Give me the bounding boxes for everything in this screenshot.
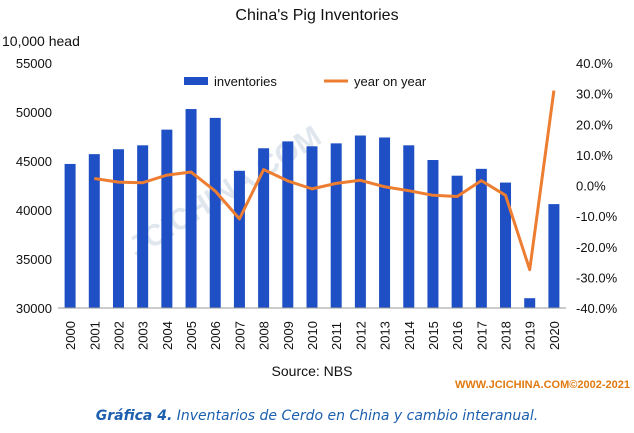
legend-label-year-on-year: year on year bbox=[354, 74, 427, 89]
y-right-tick-label: -20.0% bbox=[576, 240, 618, 255]
bar bbox=[354, 135, 366, 308]
bar bbox=[258, 148, 270, 308]
bar bbox=[88, 154, 100, 308]
watermark: JCICHINA.COM bbox=[123, 120, 327, 265]
caption-prefix: Gráfica 4. bbox=[95, 408, 173, 424]
bar bbox=[500, 182, 512, 308]
x-tick-label: 2001 bbox=[87, 321, 102, 350]
bar bbox=[379, 137, 391, 308]
bar bbox=[548, 204, 560, 308]
y-right-tick-label: -40.0% bbox=[576, 301, 618, 316]
y-right-tick-label: -30.0% bbox=[576, 270, 618, 285]
y-left-tick-label: 55000 bbox=[16, 56, 52, 71]
x-tick-label: 2007 bbox=[232, 321, 247, 350]
chart: JCICHINA.COM China's Pig Inventories 10,00… bbox=[2, 7, 630, 391]
credit-text: WWW.JCICHINA.COM©2002-2021 bbox=[455, 379, 630, 391]
x-axis-label: Source: NBS bbox=[272, 363, 353, 379]
x-tick-label: 2014 bbox=[402, 321, 417, 350]
y-left-tick-label: 30000 bbox=[16, 301, 52, 316]
bar bbox=[427, 160, 439, 308]
chart-title: China's Pig Inventories bbox=[235, 7, 398, 24]
x-tick-label: 2006 bbox=[208, 321, 223, 350]
bar bbox=[475, 168, 487, 308]
x-tick-label: 2018 bbox=[499, 321, 514, 350]
x-tick-label: 2016 bbox=[450, 321, 465, 350]
series-line-year-on-year bbox=[94, 90, 556, 272]
bar bbox=[64, 163, 76, 308]
bar bbox=[233, 170, 245, 308]
y-right-tick-label: 0.0% bbox=[576, 179, 606, 194]
bar bbox=[282, 141, 294, 308]
bar bbox=[403, 145, 415, 308]
left-axis-unit: 10,000 head bbox=[2, 33, 80, 49]
bar bbox=[185, 109, 197, 308]
bar bbox=[524, 298, 536, 308]
x-tick-label: 2010 bbox=[305, 321, 320, 350]
x-tick-label: 2005 bbox=[184, 321, 199, 350]
x-tick-label: 2020 bbox=[547, 321, 562, 350]
x-tick-label: 2003 bbox=[136, 321, 151, 350]
bar bbox=[209, 117, 221, 308]
bar bbox=[451, 175, 463, 308]
y-right-tick-label: -10.0% bbox=[576, 209, 618, 224]
bar bbox=[330, 143, 342, 308]
x-tick-label: 2015 bbox=[426, 321, 441, 350]
y-left-tick-label: 45000 bbox=[16, 154, 52, 169]
chart-svg: JCICHINA.COM China's Pig Inventories 10,00… bbox=[2, 7, 630, 391]
x-tick-label: 2011 bbox=[329, 322, 344, 350]
y-right-tick-label: 20.0% bbox=[576, 117, 613, 132]
x-tick-label: 2009 bbox=[281, 321, 296, 350]
x-tick-label: 2012 bbox=[353, 321, 368, 350]
x-tick-label: 2013 bbox=[378, 321, 393, 350]
legend-swatch-inventories bbox=[184, 77, 208, 85]
x-tick-label: 2008 bbox=[257, 321, 272, 350]
x-tick-label: 2019 bbox=[523, 321, 538, 350]
caption-text: Inventarios de Cerdo en China y cambio i… bbox=[172, 408, 539, 424]
x-tick-label: 2004 bbox=[160, 321, 175, 350]
y-left-tick-label: 50000 bbox=[16, 105, 52, 120]
bar bbox=[137, 145, 149, 308]
x-tick-label: 2002 bbox=[111, 321, 126, 350]
x-tick-label: 2000 bbox=[63, 321, 78, 350]
y-right-tick-label: 10.0% bbox=[576, 148, 613, 163]
bar bbox=[306, 146, 318, 308]
y-right-tick-label: 30.0% bbox=[576, 87, 613, 102]
y-right-tick-label: 40.0% bbox=[576, 56, 613, 71]
bar bbox=[112, 149, 124, 308]
figure-caption: Gráfica 4. Inventarios de Cerdo en China… bbox=[0, 408, 634, 424]
legend-label-inventories: inventories bbox=[214, 74, 277, 89]
x-tick-label: 2017 bbox=[474, 321, 489, 350]
y-left-tick-label: 35000 bbox=[16, 252, 52, 267]
y-left-tick-label: 40000 bbox=[16, 203, 52, 218]
bar bbox=[161, 129, 173, 308]
